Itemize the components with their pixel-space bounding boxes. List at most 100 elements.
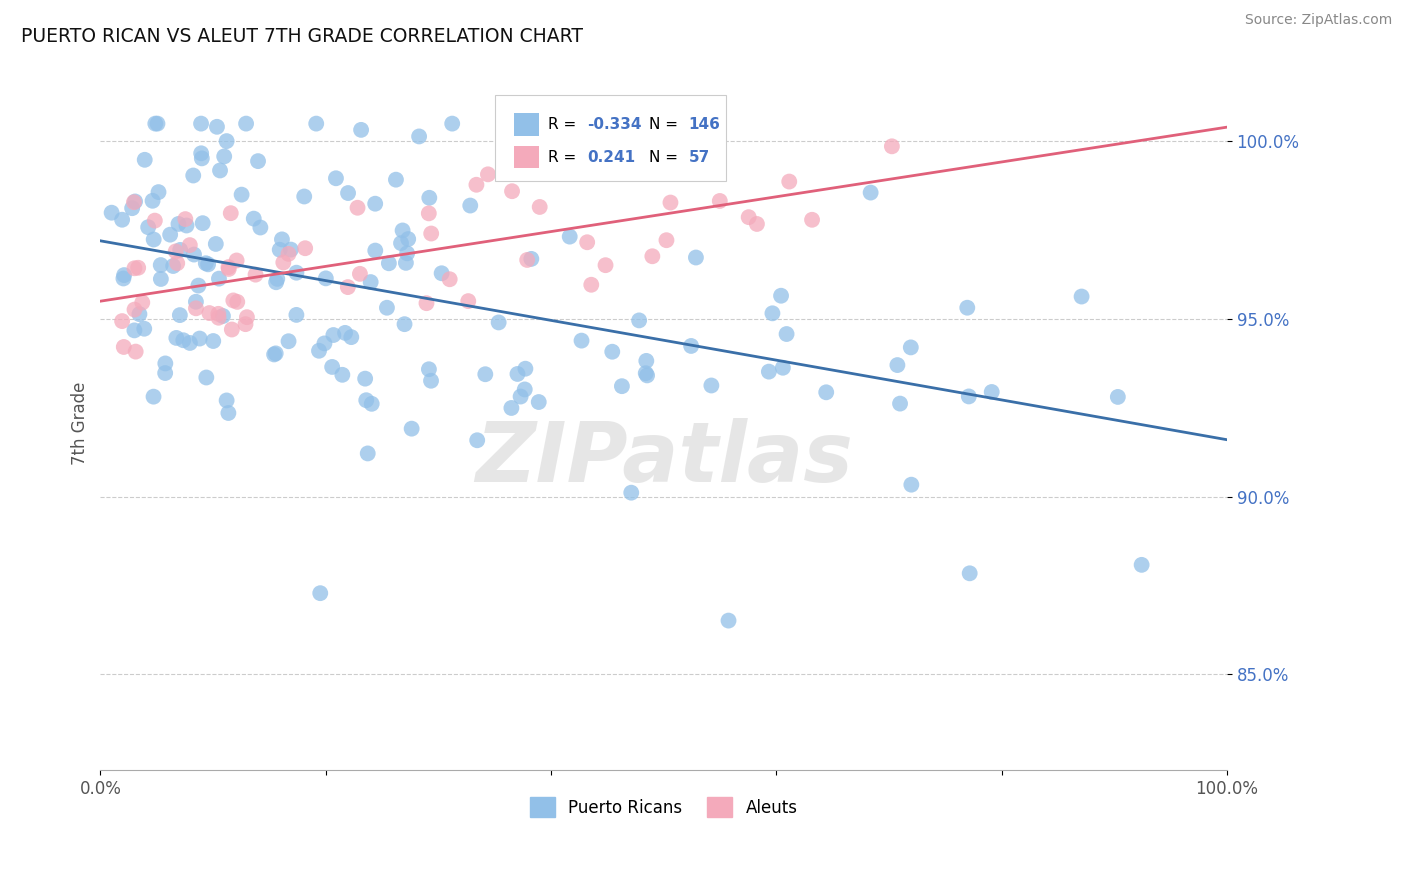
Point bbox=[737, 210, 759, 224]
Point bbox=[208, 163, 231, 178]
Point bbox=[801, 212, 824, 227]
Text: 146: 146 bbox=[689, 117, 720, 132]
Point bbox=[149, 272, 172, 286]
Point bbox=[322, 328, 344, 343]
Point bbox=[529, 200, 551, 214]
Point bbox=[305, 117, 328, 131]
Point bbox=[153, 366, 176, 380]
Point bbox=[218, 260, 240, 274]
Text: -0.334: -0.334 bbox=[588, 117, 641, 132]
Point bbox=[628, 313, 651, 327]
Point bbox=[112, 340, 135, 354]
Point bbox=[165, 244, 187, 259]
Point bbox=[149, 258, 172, 272]
Point bbox=[172, 333, 194, 347]
Point bbox=[207, 310, 229, 325]
Point bbox=[385, 172, 408, 186]
Point bbox=[395, 256, 418, 270]
Point bbox=[167, 217, 190, 231]
Point bbox=[269, 243, 291, 257]
Point bbox=[215, 134, 238, 148]
Point bbox=[408, 129, 430, 144]
Point bbox=[430, 266, 453, 280]
Point bbox=[215, 393, 238, 408]
Point bbox=[127, 260, 149, 275]
Point bbox=[465, 178, 488, 192]
Point bbox=[183, 247, 205, 261]
Point bbox=[349, 267, 371, 281]
Point bbox=[474, 368, 496, 382]
Point bbox=[488, 315, 510, 329]
Point bbox=[350, 123, 373, 137]
Point bbox=[770, 289, 793, 303]
Point bbox=[285, 308, 308, 322]
Point bbox=[418, 362, 440, 376]
Point bbox=[236, 310, 259, 325]
Point bbox=[235, 117, 257, 131]
Point bbox=[124, 344, 146, 359]
Point bbox=[420, 374, 443, 388]
Point bbox=[441, 117, 464, 131]
Point bbox=[124, 261, 146, 276]
Point bbox=[418, 206, 440, 220]
Point bbox=[166, 256, 188, 270]
Point bbox=[169, 243, 191, 257]
Point bbox=[100, 205, 122, 219]
Point bbox=[142, 390, 165, 404]
Point bbox=[280, 243, 302, 257]
Text: N =: N = bbox=[650, 117, 683, 132]
Point bbox=[264, 275, 287, 289]
Point bbox=[418, 191, 440, 205]
Point bbox=[111, 212, 134, 227]
Point bbox=[111, 314, 134, 328]
FancyBboxPatch shape bbox=[513, 113, 538, 136]
Point bbox=[207, 307, 229, 321]
Point bbox=[396, 246, 419, 260]
Point bbox=[620, 485, 643, 500]
Point bbox=[245, 268, 267, 282]
Point bbox=[266, 272, 288, 286]
Point bbox=[174, 212, 197, 227]
Point bbox=[225, 253, 247, 268]
Point bbox=[277, 334, 299, 349]
Point bbox=[394, 317, 416, 331]
Point bbox=[600, 344, 623, 359]
Point bbox=[179, 335, 201, 350]
Text: 57: 57 bbox=[689, 150, 710, 165]
Point bbox=[191, 152, 214, 166]
Point bbox=[340, 330, 363, 344]
Point bbox=[439, 272, 461, 286]
Point bbox=[900, 477, 922, 491]
Point bbox=[188, 332, 211, 346]
Point bbox=[121, 201, 143, 215]
Point bbox=[292, 189, 315, 203]
Point bbox=[516, 252, 538, 267]
Point bbox=[685, 251, 707, 265]
Point bbox=[143, 213, 166, 227]
Point bbox=[659, 195, 682, 210]
Point bbox=[420, 227, 443, 241]
Point bbox=[212, 309, 235, 323]
Point bbox=[595, 258, 617, 272]
Point bbox=[184, 301, 207, 316]
Legend: Puerto Ricans, Aleuts: Puerto Ricans, Aleuts bbox=[523, 790, 804, 824]
Point bbox=[205, 120, 228, 134]
Point bbox=[194, 256, 217, 270]
FancyBboxPatch shape bbox=[513, 146, 538, 169]
Point bbox=[610, 379, 633, 393]
Point bbox=[321, 359, 343, 374]
Point bbox=[197, 257, 219, 271]
Text: N =: N = bbox=[650, 150, 683, 165]
Point bbox=[681, 339, 703, 353]
Point bbox=[465, 434, 488, 448]
Point bbox=[187, 278, 209, 293]
Point bbox=[709, 194, 731, 208]
Point bbox=[889, 396, 911, 410]
Point bbox=[190, 146, 212, 161]
Point bbox=[389, 236, 412, 251]
Text: R =: R = bbox=[547, 117, 581, 132]
Point bbox=[401, 422, 423, 436]
Point bbox=[634, 366, 657, 380]
Point bbox=[217, 406, 239, 420]
Point bbox=[124, 302, 146, 317]
